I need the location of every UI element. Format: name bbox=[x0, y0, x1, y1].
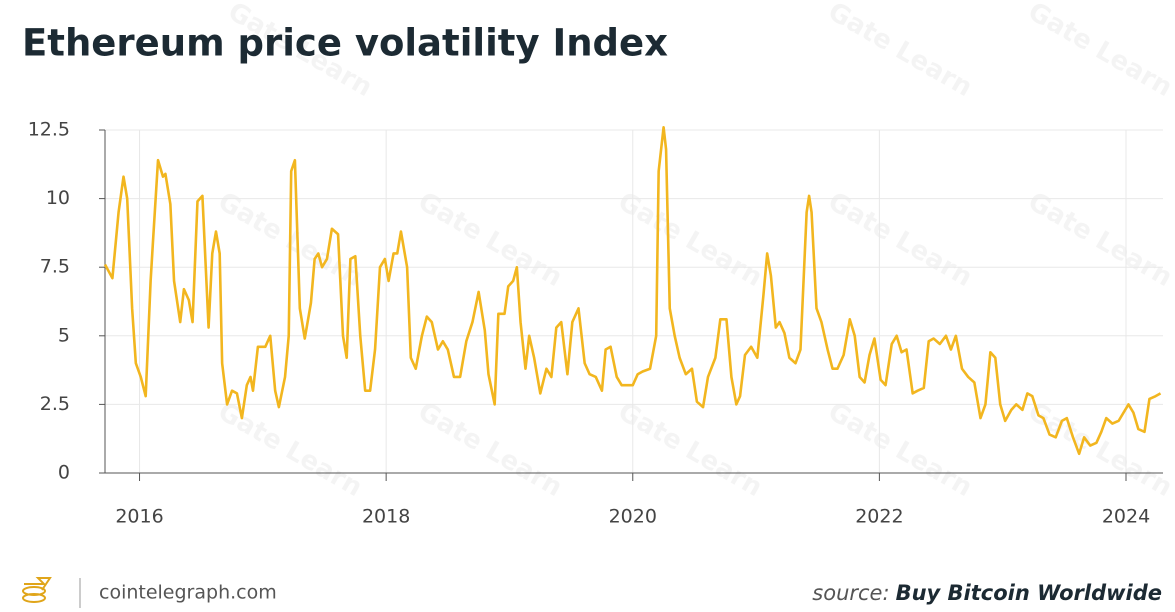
chart-title: Ethereum price volatility Index bbox=[22, 22, 668, 65]
y-tick-label: 5 bbox=[58, 324, 70, 346]
y-tick-label: 7.5 bbox=[40, 256, 70, 278]
watermark: Gate Learn bbox=[1023, 187, 1175, 294]
y-tick-label: 0 bbox=[58, 462, 70, 484]
x-tick-label: 2020 bbox=[609, 506, 657, 528]
watermark: Gate Learn bbox=[823, 397, 977, 504]
source-name: Buy Bitcoin Worldwide bbox=[896, 581, 1162, 605]
watermark: Gate Learn bbox=[613, 397, 767, 504]
line-series bbox=[103, 125, 1162, 456]
footer-site: cointelegraph.com bbox=[99, 582, 277, 604]
y-tick-label: 12.5 bbox=[28, 119, 70, 141]
watermark: Gate Learn bbox=[1023, 0, 1175, 103]
watermark: Gate Learn bbox=[823, 187, 977, 294]
watermark: Gate Learn bbox=[413, 397, 567, 504]
watermarks: Gate Learn Gate Learn Gate Learn Gate Learn… bbox=[213, 0, 1175, 503]
y-tick-label: 2.5 bbox=[40, 393, 70, 415]
watermark: Gate Learn bbox=[1023, 397, 1175, 504]
y-tick-label: 10 bbox=[46, 187, 70, 209]
x-tick-label: 2016 bbox=[115, 506, 163, 528]
source-label: source: bbox=[812, 581, 889, 605]
x-tick-label: 2018 bbox=[362, 506, 410, 528]
watermark: Gate Learn bbox=[613, 187, 767, 294]
x-tick-label: 2022 bbox=[855, 506, 903, 528]
x-tick-label: 2024 bbox=[1102, 506, 1150, 528]
watermark: Gate Learn bbox=[413, 187, 567, 294]
logo bbox=[22, 577, 52, 603]
footer-source: source: Buy Bitcoin Worldwide bbox=[812, 581, 1162, 605]
watermark: Gate Learn bbox=[213, 397, 367, 504]
watermark: Gate Learn bbox=[823, 0, 977, 103]
plot: 0 2.5 5 7.5 10 12.5 2016 2018 2020 2022 2024 bbox=[28, 119, 1163, 528]
